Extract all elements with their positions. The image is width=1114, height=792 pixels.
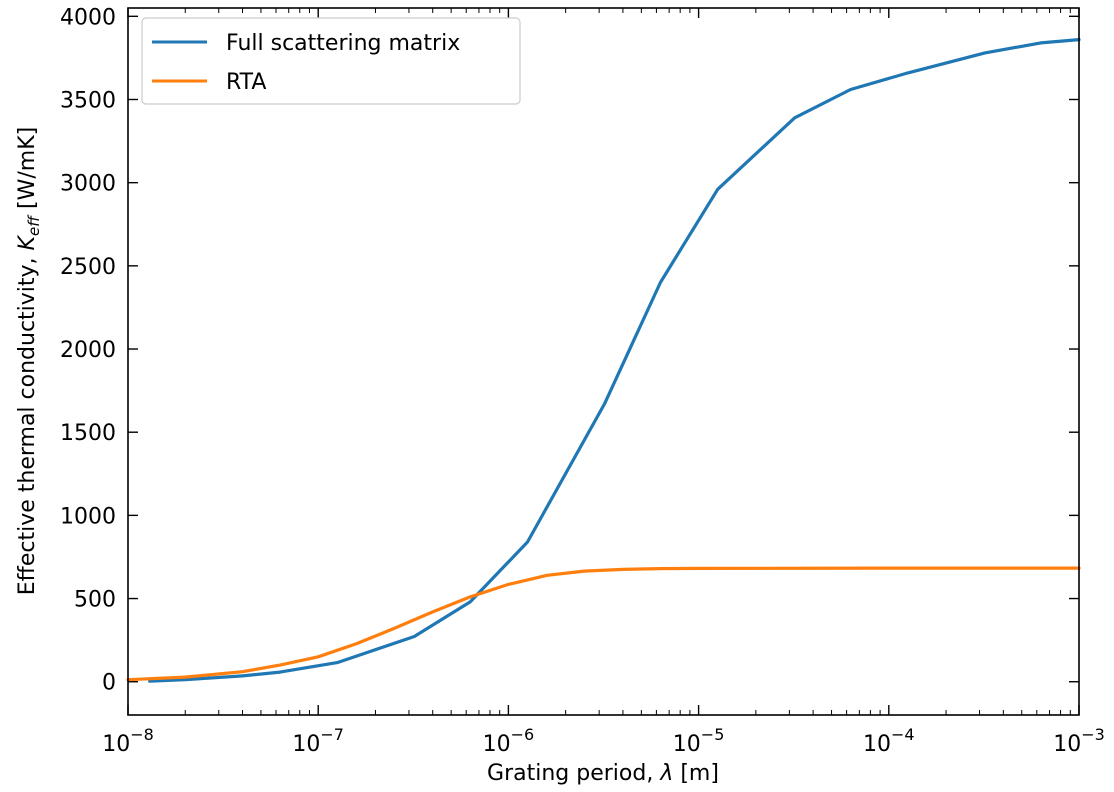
x-tick-base: 10	[673, 732, 701, 757]
x-tick-base: 10	[863, 732, 891, 757]
x-axis-ticks: 10−8 10−7 10−6 10−5 10−4 10−3	[102, 8, 1105, 757]
y-tick-label: 0	[102, 671, 116, 696]
x-tick-exp: −6	[511, 725, 535, 744]
series-layer	[126, 37, 1081, 683]
y-axis-label: Effective thermal conductivity, Keff [W/…	[15, 127, 43, 595]
x-tick-label: 10−7	[292, 725, 344, 757]
y-tick-label: 3500	[60, 88, 116, 113]
series-line-1	[126, 566, 1081, 682]
legend-label-full-scattering: Full scattering matrix	[226, 31, 460, 56]
plot-frame	[127, 7, 1080, 716]
y-tick-label: 3000	[60, 172, 116, 197]
y-axis-ticks: 0 500 1000 1500 2000 2500 3000 3500 4000	[60, 5, 1079, 696]
x-tick-exp: −7	[320, 725, 344, 744]
plot-area	[128, 8, 1079, 715]
x-tick-label: 10−3	[1053, 725, 1105, 757]
y-tick-label: 1500	[60, 421, 116, 446]
x-tick-label: 10−8	[102, 725, 154, 757]
series-line-0	[148, 37, 1081, 683]
x-tick-exp: −4	[891, 725, 915, 744]
y-tick-label: 500	[74, 588, 116, 613]
x-tick-label: 10−4	[863, 725, 915, 757]
x-tick-base: 10	[292, 732, 320, 757]
y-tick-label: 2000	[60, 338, 116, 363]
legend-label-rta: RTA	[226, 70, 266, 95]
x-axis-label: Grating period, λ [m]	[487, 761, 719, 786]
x-tick-base: 10	[1053, 732, 1081, 757]
y-tick-label: 2500	[60, 255, 116, 280]
x-tick-base: 10	[102, 732, 130, 757]
x-tick-exp: −8	[130, 725, 154, 744]
y-tick-label: 1000	[60, 504, 116, 529]
x-tick-exp: −3	[1081, 725, 1105, 744]
x-tick-label: 10−5	[673, 725, 725, 757]
x-tick-exp: −5	[701, 725, 725, 744]
legend: Full scattering matrix RTA	[141, 17, 521, 105]
y-tick-label: 4000	[60, 5, 116, 30]
x-tick-label: 10−6	[483, 725, 535, 757]
legend-box	[141, 17, 521, 105]
x-tick-base: 10	[483, 732, 511, 757]
